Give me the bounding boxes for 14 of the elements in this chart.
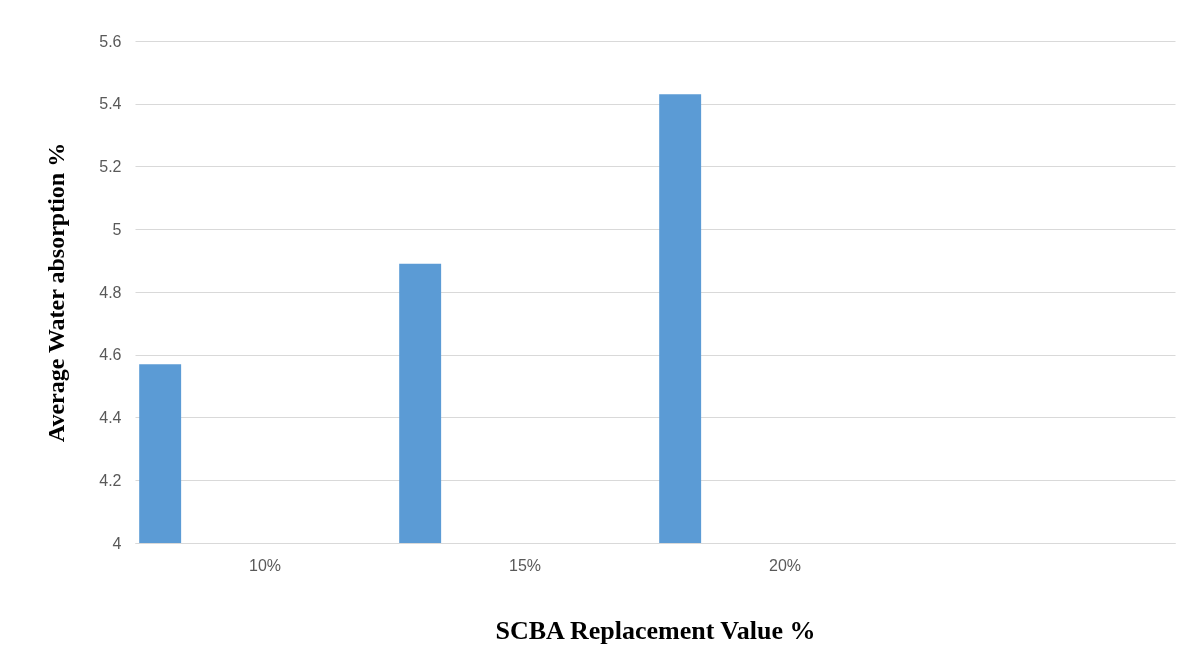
- y-tick-label: 5: [112, 220, 122, 238]
- y-tick-label: 4.6: [99, 346, 122, 364]
- x-axis-title: SCBA Replacement Value %: [495, 615, 816, 645]
- y-tick-label: 4.2: [99, 471, 122, 489]
- y-tick-label: 4.4: [99, 409, 122, 426]
- y-tick-label: 4: [112, 534, 122, 552]
- x-tick-label: 20%: [768, 556, 802, 574]
- y-tick-label: 5.4: [99, 95, 122, 113]
- y-tick-label: 4.8: [99, 283, 122, 301]
- y-tick-label: 5.2: [99, 158, 122, 175]
- y-tick-label: 5.6: [99, 32, 122, 50]
- x-tick-label: 10%: [248, 556, 282, 574]
- x-tick-label: 15%: [508, 556, 542, 574]
- y-axis-title: Average Water absorption %: [43, 142, 70, 443]
